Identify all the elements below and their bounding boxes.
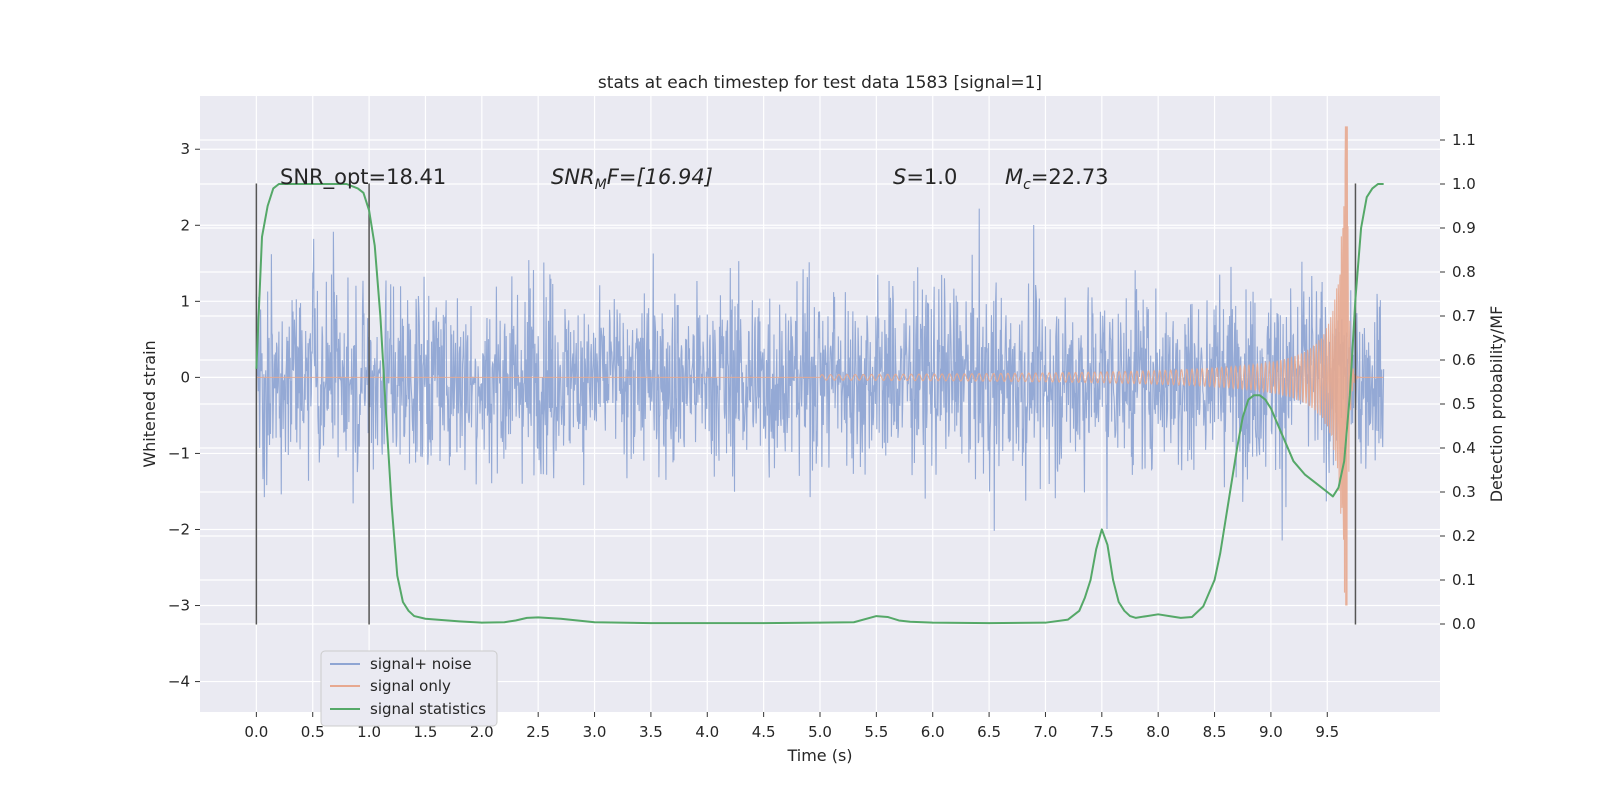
x-axis-title: Time (s) <box>786 746 852 765</box>
y-right-tick-label: 0.1 <box>1452 571 1476 589</box>
y-right-tick-label: 0.0 <box>1452 615 1476 633</box>
x-tick-label: 5.0 <box>808 723 832 741</box>
x-tick-label: 3.0 <box>583 723 607 741</box>
mc-value: =22.73 <box>1031 165 1109 189</box>
ticks: 0.0 0.5 1.0 1.5 2.0 2.5 3.0 3.5 4.0 4.5 5.0 5.5 6.0 6… <box>168 131 1476 741</box>
legend-label-noise: signal+ noise <box>370 655 472 673</box>
x-tick-label: 8.0 <box>1146 723 1170 741</box>
x-tick-label: 7.0 <box>1034 723 1058 741</box>
snr-mf-rest-f: F=[16.94] <box>607 165 713 189</box>
x-tick-label: 2.5 <box>526 723 550 741</box>
x-tick-label: 6.5 <box>977 723 1001 741</box>
snr-mf-sub: M <box>595 177 607 193</box>
statistics-series <box>255 183 1384 625</box>
y-left-tick-label: −1 <box>168 444 190 462</box>
legend-box <box>320 650 498 727</box>
y-right-tick-label: 0.5 <box>1452 395 1476 413</box>
legend-label-statistics: signal statistics <box>370 700 486 718</box>
y-left-tick-label: −2 <box>168 520 190 538</box>
x-tick-label: 4.0 <box>695 723 719 741</box>
annotation-snr-opt: SNR_opt=18.41 <box>280 165 446 190</box>
s-label: S <box>893 165 906 189</box>
x-tick-label: 8.5 <box>1203 723 1227 741</box>
snr-mf-base: SNR <box>551 165 595 189</box>
y-right-tick-label: 1.0 <box>1452 175 1476 193</box>
x-tick-label: 9.0 <box>1259 723 1283 741</box>
y-left-tick-label: 2 <box>180 216 190 234</box>
statistics-line <box>255 183 1384 625</box>
x-tick-label: 1.0 <box>357 723 381 741</box>
s-value: =1.0 <box>906 165 957 189</box>
x-tick-label: 2.0 <box>470 723 494 741</box>
y-right-tick-label: 0.4 <box>1452 439 1476 457</box>
y-right-tick-label: 0.7 <box>1452 307 1476 325</box>
y-right-tick-label: 0.6 <box>1452 351 1476 369</box>
annotation-snr-mf: SNRMF=[16.94] <box>551 165 713 193</box>
y-right-tick-label: 0.8 <box>1452 263 1476 281</box>
y-left-tick-label: 3 <box>180 140 190 158</box>
signal-line <box>256 126 1384 606</box>
mc-base: M <box>1005 165 1023 189</box>
y-left-tick-label: 1 <box>180 292 190 310</box>
y-axis-title-left: Whitened strain <box>140 340 159 467</box>
signal-series <box>256 126 1384 606</box>
x-tick-label: 7.5 <box>1090 723 1114 741</box>
y-left-tick-label: −3 <box>168 597 190 615</box>
x-tick-label: 0.5 <box>301 723 325 741</box>
annotation-mc: Mc=22.73 <box>1005 165 1109 193</box>
vertical-markers <box>255 183 1357 625</box>
x-tick-label: 0.0 <box>244 723 268 741</box>
y-right-tick-label: 1.1 <box>1452 131 1476 149</box>
x-tick-label: 9.5 <box>1315 723 1339 741</box>
y-right-tick-label: 0.9 <box>1452 219 1476 237</box>
chart-title: stats at each timestep for test data 158… <box>598 73 1042 93</box>
y-right-tick-label: 0.2 <box>1452 527 1476 545</box>
y-axis-title-right: Detection probability/MF <box>1487 306 1506 503</box>
x-tick-label: 3.5 <box>639 723 663 741</box>
y-left-tick-label: 0 <box>180 368 190 386</box>
y-right-tick-label: 0.3 <box>1452 483 1476 501</box>
annotation-s: S=1.0 <box>893 165 957 189</box>
x-tick-label: 4.5 <box>752 723 776 741</box>
y-left-tick-label: −4 <box>168 673 190 691</box>
x-tick-label: 5.5 <box>864 723 888 741</box>
legend: signal+ noise signal only signal statist… <box>320 650 498 727</box>
x-tick-label: 1.5 <box>414 723 438 741</box>
x-tick-label: 6.0 <box>921 723 945 741</box>
mc-sub: c <box>1023 177 1031 193</box>
legend-label-signal: signal only <box>370 677 451 695</box>
